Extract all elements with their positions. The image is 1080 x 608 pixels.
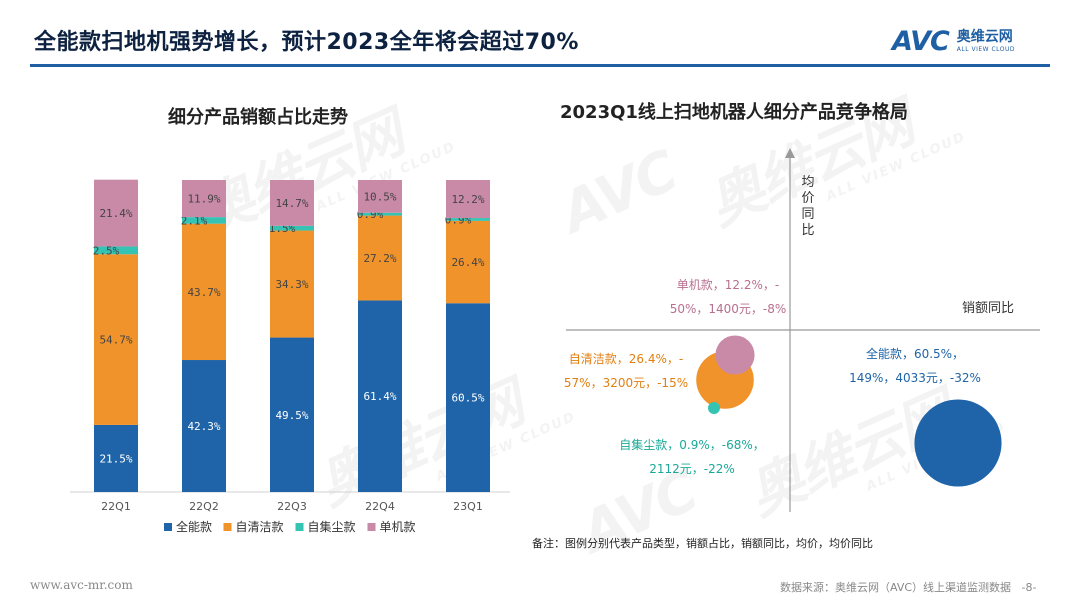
bar-segment-single — [94, 179, 138, 247]
bar-segment-full — [270, 337, 314, 492]
legend-swatch-full — [164, 523, 172, 531]
page-title: 全能款扫地机强势增长，预计2023全年将会超过70% — [34, 30, 579, 55]
data-label: 60.5% — [451, 392, 484, 405]
bar-segment-single — [446, 180, 490, 219]
bar-segment-dust — [270, 225, 314, 231]
bar-chart-title: 细分产品销额占比走势 — [168, 107, 348, 128]
x-tick-label: 22Q2 — [189, 500, 219, 513]
avc-logo: AVC 奥维云网 ALL VIEW CLOUD — [892, 25, 1016, 57]
data-label: 2.5% — [93, 244, 120, 257]
bar-segment-single — [270, 180, 314, 226]
x-axis-title: 销额同比 — [962, 301, 1014, 316]
bubble-single — [715, 335, 755, 375]
data-label: 10.5% — [363, 190, 396, 203]
data-label: 21.4% — [99, 207, 132, 220]
bubble-label-dust: 2112元，-22% — [649, 462, 735, 476]
bar-segment-single — [182, 180, 226, 218]
legend-label-single: 单机款 — [380, 520, 416, 534]
page-number: -8- — [1021, 581, 1037, 594]
bar-segment-full — [94, 424, 138, 492]
legend-label-full: 全能款 — [176, 519, 212, 534]
title-divider — [30, 64, 1050, 67]
bubble-label-dust: 自集尘款，0.9%，-68%， — [619, 437, 765, 452]
x-tick-label: 22Q1 — [101, 500, 131, 513]
legend-swatch-selfclean — [223, 523, 232, 531]
legend-swatch-dust — [295, 523, 304, 531]
logo-cn-text: 奥维云网 — [956, 28, 1013, 45]
data-label: 34.3% — [275, 278, 308, 291]
x-tick-label: 23Q1 — [453, 500, 483, 513]
legend-label-dust: 自集尘款 — [308, 519, 356, 534]
bar-segment-full — [358, 300, 402, 492]
y-axis-title: 价 — [801, 191, 814, 206]
bar-segment-selfclean — [270, 230, 314, 338]
bar-segment-dust — [358, 212, 402, 216]
logo-mark: AVC — [892, 25, 950, 57]
bubble-label-full: 149%，4033元，-32% — [849, 371, 981, 385]
bubble-full — [914, 399, 1002, 487]
bubble-chart-title: 2023Q1线上扫地机器人细分产品竞争格局 — [560, 102, 908, 123]
website-url[interactable]: www.avc-mr.com — [30, 578, 133, 592]
bar-segment-dust — [182, 217, 226, 224]
y-axis-arrow — [785, 148, 795, 158]
bubble-label-selfclean: 自清洁款，26.4%，- — [569, 352, 683, 366]
data-label: 11.9% — [187, 193, 220, 206]
data-label: 12.2% — [451, 193, 484, 206]
bar-segment-selfclean — [182, 223, 226, 361]
x-tick-label: 22Q3 — [277, 500, 307, 513]
bubble-dust — [708, 402, 720, 414]
bar-segment-dust — [94, 246, 138, 255]
y-axis-title: 比 — [801, 223, 814, 238]
bar-segment-selfclean — [94, 254, 138, 425]
data-label: 14.7% — [275, 197, 308, 210]
data-label: 21.5% — [99, 452, 132, 465]
bubble-label-selfclean: 57%，3200元，-15% — [564, 376, 688, 390]
y-axis-title: 同 — [801, 207, 814, 222]
x-tick-label: 22Q4 — [365, 500, 395, 513]
bubble-label-single: 单机款，12.2%，- — [677, 278, 779, 292]
data-source: 数据来源：奥维云网（AVC）线上渠道监测数据 -8- — [780, 581, 1037, 594]
bar-segment-single — [358, 180, 402, 213]
bubble-label-full: 全能款，60.5%， — [866, 346, 964, 361]
data-label: 49.5% — [275, 409, 308, 422]
data-label: 61.4% — [363, 390, 396, 403]
data-label: 26.4% — [451, 256, 484, 269]
bar-segment-dust — [446, 218, 490, 221]
bar-segment-full — [182, 360, 226, 492]
legend-swatch-single — [367, 523, 376, 531]
data-label: 54.7% — [99, 334, 132, 347]
y-axis-title: 均 — [801, 175, 814, 190]
legend-label-selfclean: 自清洁款 — [236, 520, 284, 534]
data-label: 42.3% — [187, 420, 220, 433]
data-label: 27.2% — [363, 252, 396, 265]
logo-en-text: ALL VIEW CLOUD — [956, 45, 1016, 53]
bar-segment-selfclean — [446, 220, 490, 304]
bar-segment-selfclean — [358, 215, 402, 301]
chart-note: 备注：图例分别代表产品类型，销额占比，销额同比，均价，均价同比 — [532, 537, 873, 550]
data-label: 43.7% — [187, 286, 220, 299]
bubble-label-single: 50%，1400元，-8% — [670, 302, 787, 316]
bar-segment-full — [446, 303, 490, 492]
data-label: 2.1% — [181, 214, 208, 227]
